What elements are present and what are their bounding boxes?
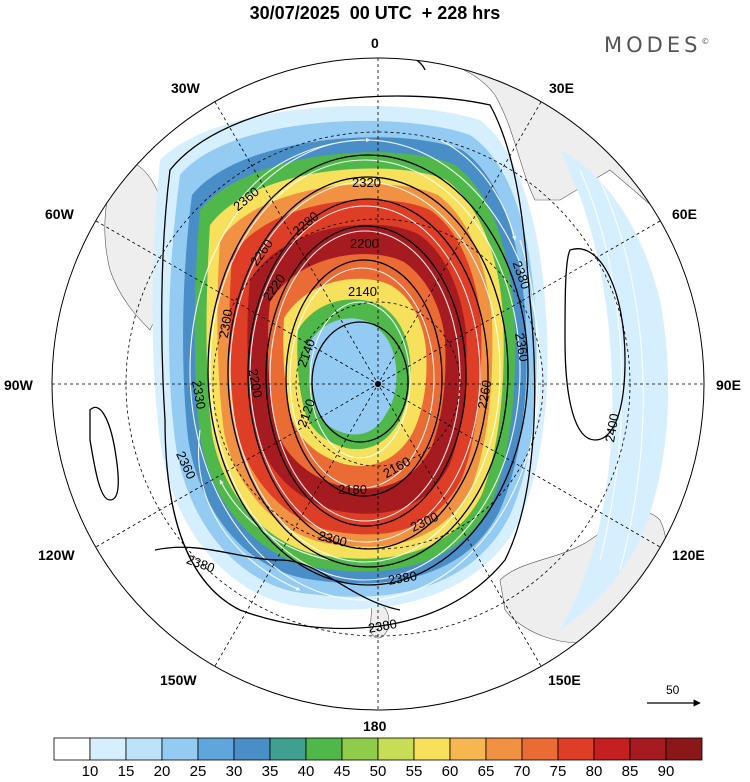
- colorbar-tick-label: 20: [153, 763, 171, 780]
- map-title: 30/07/2025 00 UTC + 228 hrs: [249, 3, 501, 23]
- longitude-label-90w: 90W: [4, 377, 33, 393]
- contour-label: 2320: [352, 175, 381, 190]
- contour-label: 2200: [246, 368, 266, 399]
- contour-label: 2140: [348, 284, 377, 299]
- contour-label: 2200: [350, 236, 379, 251]
- colorbar-tick-label: 15: [117, 763, 135, 780]
- brand-logo: MODES©: [604, 33, 709, 57]
- longitude-label-0: 0: [371, 35, 379, 51]
- longitude-label-150e: 150E: [548, 672, 581, 688]
- longitude-label-90e: 90E: [716, 377, 741, 393]
- longitude-label-120e: 120E: [672, 547, 705, 563]
- colorbar-tick-label: 30: [225, 763, 243, 780]
- brand-name: MODES: [604, 33, 702, 57]
- colorbar-tick-label: 90: [657, 763, 675, 780]
- longitude-label-60e: 60E: [672, 206, 697, 222]
- contour-label: 2380: [387, 568, 418, 588]
- contour-label: 2380: [367, 616, 398, 636]
- copyright-mark: ©: [701, 37, 710, 46]
- colorbar-tick-label: 40: [297, 763, 315, 780]
- colorbar-tick-label: 25: [189, 763, 207, 780]
- contour-label: 2260: [475, 379, 495, 410]
- vector-reference-label: 50: [666, 683, 680, 697]
- longitude-label-30e: 30E: [549, 80, 574, 96]
- longitude-label-120w: 120W: [38, 547, 75, 563]
- colorbar-tick-label: 35: [261, 763, 279, 780]
- contour-label: 2360: [512, 332, 532, 363]
- contour-label: 2400: [602, 412, 622, 443]
- contour-label: 2180: [338, 482, 367, 497]
- longitude-label-180: 180: [363, 718, 387, 734]
- colorbar-tick-label: 60: [441, 763, 459, 780]
- colorbar-tick-label: 70: [513, 763, 531, 780]
- longitude-label-60w: 60W: [45, 206, 74, 222]
- colorbar-tick-label: 80: [585, 763, 603, 780]
- height-contours: [89, 58, 626, 630]
- contour-label: 2300: [317, 528, 349, 550]
- longitude-label-150w: 150W: [160, 672, 197, 688]
- colorbar-tick-label: 45: [333, 763, 351, 780]
- colorbar-tick-label: 55: [405, 763, 423, 780]
- colorbar-tick-label: 50: [369, 763, 387, 780]
- colorbar-tick-label: 65: [477, 763, 495, 780]
- colorbar-tick-label: 75: [549, 763, 567, 780]
- contour-label: 2300: [216, 308, 236, 339]
- contour-label: 2330: [189, 379, 209, 410]
- longitude-label-30w: 30W: [171, 80, 200, 96]
- vector-reference-arrow: [647, 699, 701, 707]
- south-pole-marker: [375, 381, 381, 387]
- map-boundary: [51, 57, 705, 711]
- colorbar-tick-label: 10: [81, 763, 99, 780]
- colorbar-tick-label: 85: [621, 763, 639, 780]
